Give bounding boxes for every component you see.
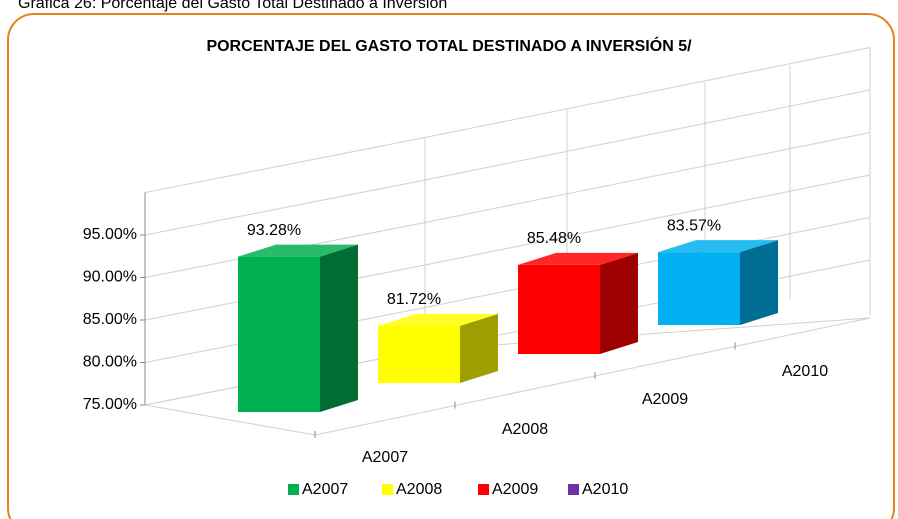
legend-label: A2007 (302, 481, 348, 498)
bar-top (238, 244, 358, 257)
y-tick-label: 80.00% (83, 354, 137, 371)
x-tick-label: A2008 (502, 421, 548, 438)
bar (238, 256, 320, 412)
data-label: 93.28% (247, 222, 301, 239)
legend-swatch (382, 484, 393, 495)
x-tick-label: A2010 (782, 363, 828, 380)
legend-swatch (478, 484, 489, 495)
data-label: 81.72% (387, 291, 441, 308)
x-tick-label: A2007 (362, 449, 408, 466)
data-label: 83.57% (667, 217, 721, 234)
bar-top (518, 252, 638, 265)
bar-side (320, 244, 358, 412)
legend-swatch (568, 484, 579, 495)
y-tick-label: 95.00% (83, 226, 137, 243)
y-tick-label: 75.00% (83, 396, 137, 413)
legend-label: A2008 (396, 481, 442, 498)
bar-side (460, 313, 498, 383)
legend-swatch (288, 484, 299, 495)
data-label: 85.48% (527, 230, 581, 247)
legend-label: A2010 (582, 481, 628, 498)
bar (378, 325, 460, 383)
bar-top (378, 313, 498, 326)
grid-line (144, 89, 871, 236)
bar-top (658, 240, 778, 253)
x-tick-label: A2009 (642, 391, 688, 408)
bar (658, 252, 740, 325)
legend-label: A2009 (492, 481, 538, 498)
bar (518, 264, 600, 354)
chart-title: PORCENTAJE DEL GASTO TOTAL DESTINADO A I… (206, 36, 692, 55)
caption: Gráfica 26: Porcentaje del Gasto Total D… (18, 0, 447, 12)
back-wall (424, 46, 871, 322)
bar-side (600, 252, 638, 354)
y-tick-label: 85.00% (83, 311, 137, 328)
bar-side (740, 240, 778, 325)
frame (7, 13, 895, 519)
y-tick-label: 90.00% (83, 269, 137, 286)
